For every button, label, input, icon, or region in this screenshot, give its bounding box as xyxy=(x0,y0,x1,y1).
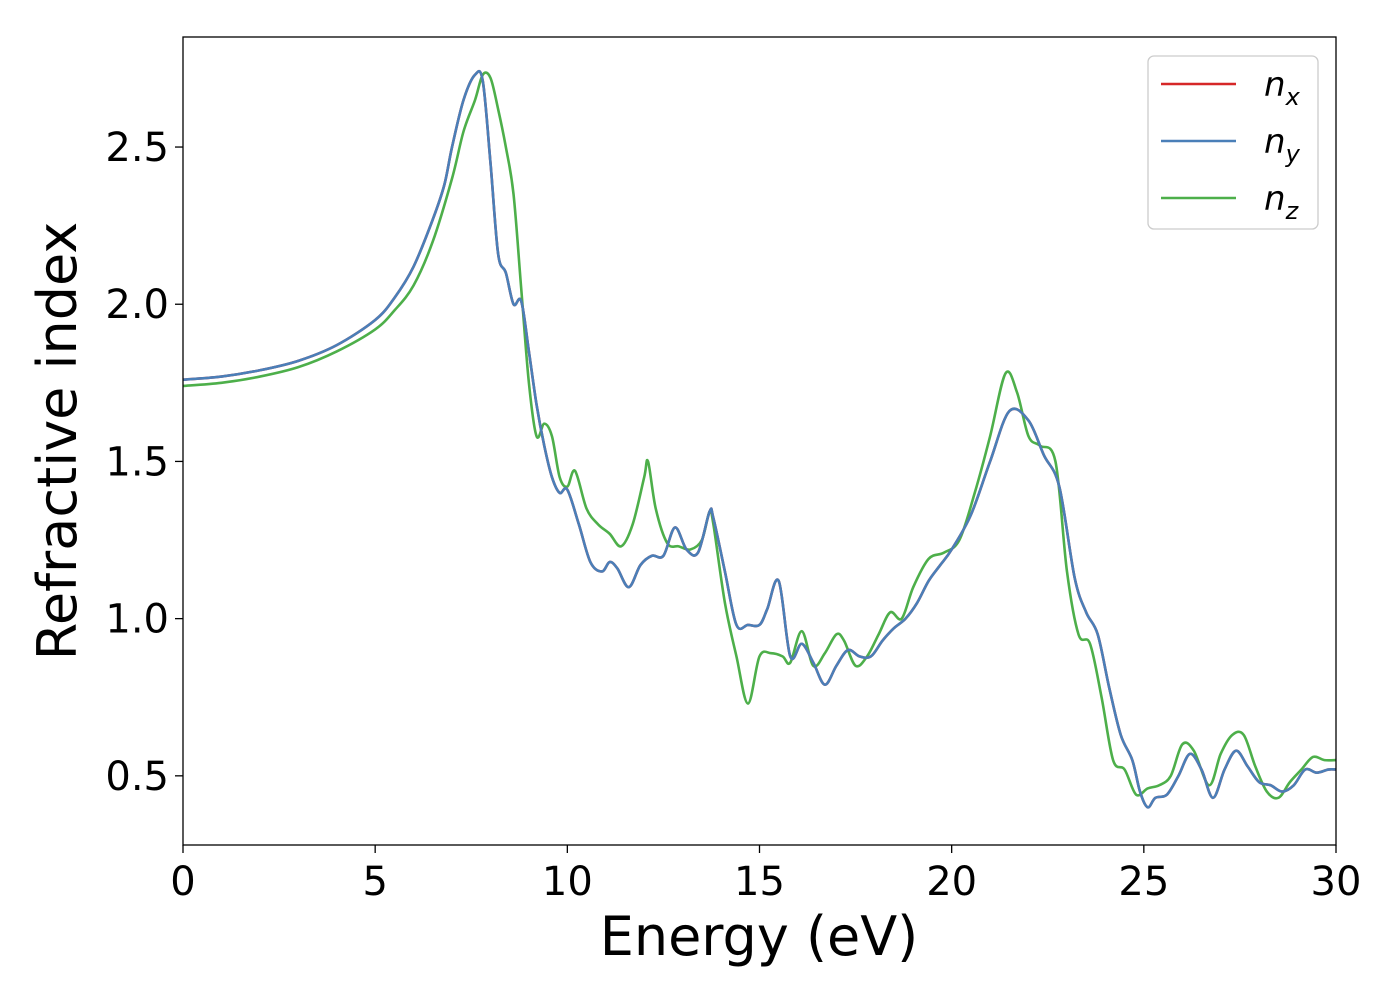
x-axis-label: Energy (eV) xyxy=(600,905,919,968)
legend-label-nz: nz xyxy=(1264,179,1300,225)
x-tick-label: 30 xyxy=(1311,859,1362,905)
legend-label-ny: ny xyxy=(1264,122,1301,168)
legend-box xyxy=(1147,55,1319,230)
series-line-nz xyxy=(182,71,1337,800)
series-layer xyxy=(182,69,1337,809)
y-tick-label: 0.5 xyxy=(105,754,169,800)
y-tick-label: 2.5 xyxy=(105,125,169,171)
y-tick-label: 1.0 xyxy=(105,597,169,643)
y-tick-label: 2.0 xyxy=(105,282,169,328)
x-tick-label: 15 xyxy=(734,859,785,905)
x-tick-label: 20 xyxy=(926,859,977,905)
x-tick-label: 5 xyxy=(362,859,387,905)
x-tick-label: 25 xyxy=(1118,859,1169,905)
legend-label-nx: nx xyxy=(1264,65,1301,111)
y-axis-label: Refractive index xyxy=(26,222,89,661)
y-tick-label: 1.5 xyxy=(105,439,169,485)
series-line-ny xyxy=(182,69,1337,809)
x-tick-label: 0 xyxy=(170,859,195,905)
y-axis: 0.5 1.0 1.5 2.0 2.5 xyxy=(105,125,183,800)
x-tick-label: 10 xyxy=(542,859,593,905)
x-axis: 0 5 10 15 20 25 30 xyxy=(170,845,1361,905)
legend: nx ny nz xyxy=(1147,55,1319,230)
